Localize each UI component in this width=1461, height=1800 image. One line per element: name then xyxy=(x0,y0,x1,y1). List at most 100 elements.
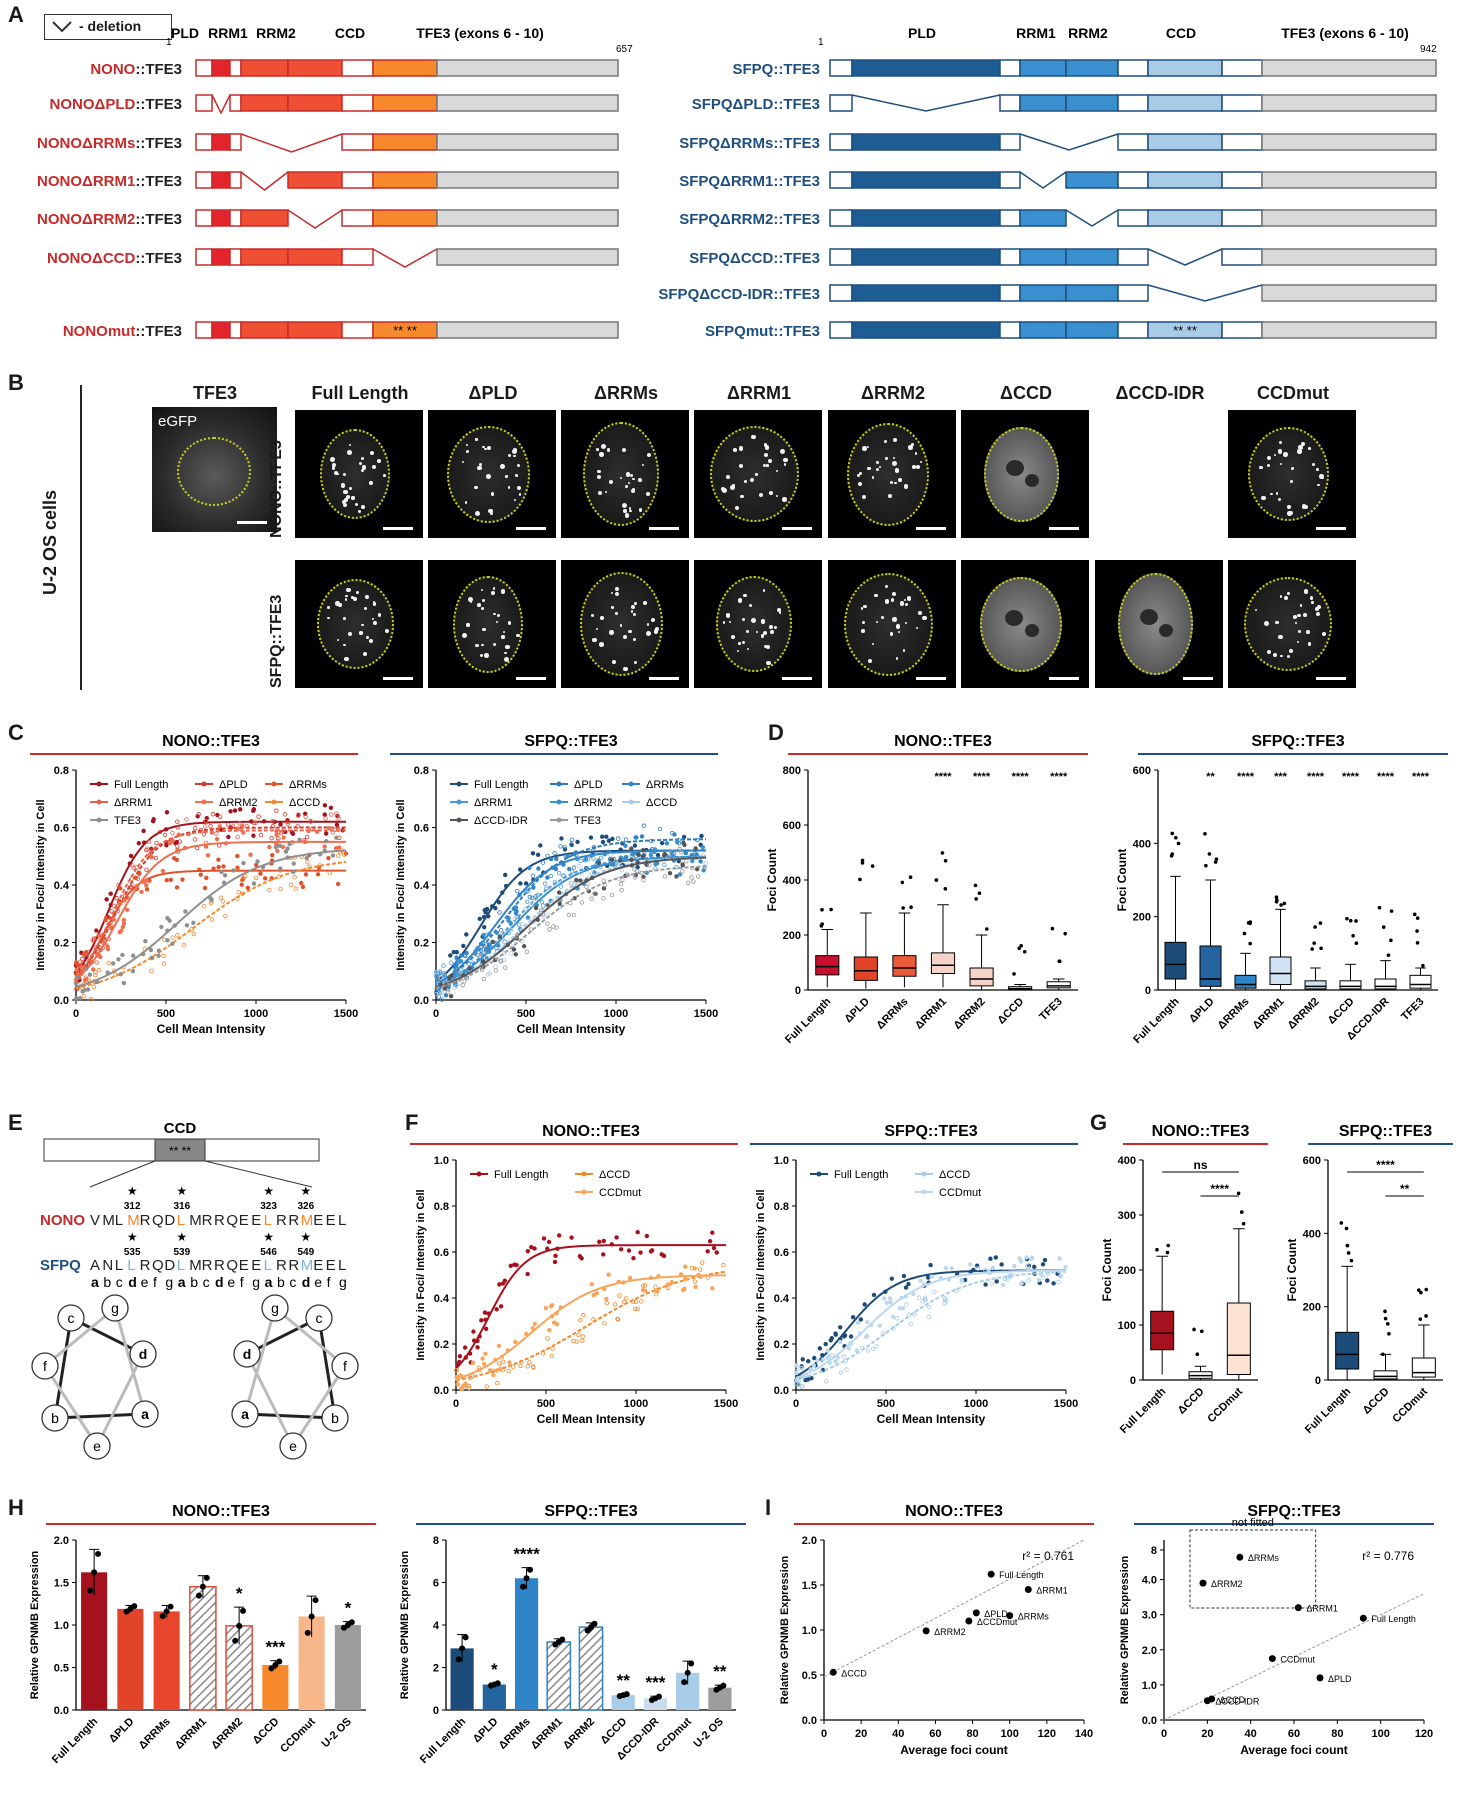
data-point xyxy=(282,812,288,817)
data-point xyxy=(443,993,449,998)
data-point xyxy=(610,836,615,842)
x-axis-label: Average foci count xyxy=(1240,1743,1348,1757)
sig-marker: * xyxy=(345,1599,352,1618)
data-point xyxy=(602,851,608,857)
sfpq-domain-header: CCD xyxy=(1166,25,1196,41)
heptad-letter: b xyxy=(190,1274,198,1290)
outlier-point xyxy=(1385,1322,1390,1326)
focus-spot xyxy=(890,598,895,602)
focus-spot xyxy=(507,621,512,626)
data-point xyxy=(499,928,504,933)
data-point xyxy=(160,868,166,874)
data-point xyxy=(799,1384,804,1390)
y-tick-label: 1.5 xyxy=(54,1578,69,1590)
data-point xyxy=(457,1354,463,1359)
x-tick-label: 1000 xyxy=(624,1398,648,1410)
data-point xyxy=(168,877,174,882)
outlier-point xyxy=(1348,918,1353,923)
data-point xyxy=(846,1346,851,1351)
data-point xyxy=(475,946,480,951)
data-point xyxy=(110,961,116,966)
data-point xyxy=(217,824,223,829)
data-point xyxy=(477,954,482,959)
data-point xyxy=(494,930,500,935)
nono-segment xyxy=(372,171,438,189)
data-point xyxy=(652,847,658,852)
data-point xyxy=(527,1360,532,1365)
sfpq-segment xyxy=(1117,209,1149,227)
x-axis-label: Cell Mean Intensity xyxy=(517,1022,626,1036)
data-point xyxy=(533,905,539,911)
focus-spot xyxy=(368,638,373,643)
replicate-point xyxy=(195,1592,202,1599)
focus-spot xyxy=(592,637,597,642)
sig-marker: **** xyxy=(1050,771,1068,783)
y-tick-label: 0 xyxy=(1315,1375,1321,1387)
sfpq-deletion-line xyxy=(1147,284,1263,302)
micrograph xyxy=(961,410,1089,538)
chart-title: NONO::TFE3 xyxy=(172,1503,270,1520)
data-point xyxy=(285,821,291,827)
data-point xyxy=(612,1302,618,1307)
nono-segment xyxy=(436,248,619,266)
focus-spot xyxy=(376,459,381,464)
outlier-point xyxy=(1345,1243,1350,1248)
data-point xyxy=(642,1283,648,1288)
heptad-letter: d xyxy=(215,1274,224,1290)
outlier-point xyxy=(1057,959,1062,963)
sfpq-segment xyxy=(1019,284,1067,302)
sfpq-segment xyxy=(829,284,853,302)
focus-spot xyxy=(599,641,605,647)
sfpq-residue: E xyxy=(313,1257,323,1274)
data-point xyxy=(97,933,102,938)
data-point xyxy=(299,880,304,886)
data-point xyxy=(796,1382,801,1387)
x-category-label: Full Length xyxy=(1118,1385,1169,1436)
nono-segment xyxy=(240,94,289,112)
heptad-letter: f xyxy=(327,1274,331,1290)
fit-curve xyxy=(435,838,707,985)
data-point xyxy=(1018,1281,1024,1286)
point-label: ΔRRM2 xyxy=(934,1627,966,1637)
focus-spot xyxy=(728,620,732,624)
y-tick-label: 2.0 xyxy=(1142,1645,1157,1657)
data-point xyxy=(116,957,121,962)
sfpq-residue: E xyxy=(251,1257,261,1274)
data-point xyxy=(547,1327,552,1333)
data-point xyxy=(462,979,467,984)
focus-spot xyxy=(630,609,634,613)
focus-spot xyxy=(466,449,470,453)
data-point xyxy=(278,822,283,827)
y-tick-label: 0.4 xyxy=(414,880,430,892)
data-point xyxy=(503,965,508,970)
focus-spot xyxy=(755,473,758,476)
data-point xyxy=(118,971,123,977)
focus-spot xyxy=(650,617,656,623)
data-point xyxy=(524,949,530,954)
focus-spot xyxy=(609,630,614,635)
data-point xyxy=(277,843,283,849)
y-tick-label: 0.4 xyxy=(434,1293,450,1305)
sfpq-residue: E xyxy=(239,1257,249,1274)
x-tick-label: 0 xyxy=(453,1398,459,1410)
micrograph xyxy=(828,560,956,688)
data-point xyxy=(906,1281,911,1287)
data-point xyxy=(205,853,211,858)
nono-residue: M xyxy=(301,1212,314,1229)
scatter-point xyxy=(829,1668,837,1676)
data-point xyxy=(601,1238,606,1244)
replicate-point xyxy=(87,1587,94,1594)
focus-spot xyxy=(604,491,607,494)
focus-spot xyxy=(914,452,918,455)
y-axis-label: Intensity in Foci/ Intensity in Cell xyxy=(395,799,407,970)
sfpq-residue: L xyxy=(127,1257,135,1274)
data-point xyxy=(903,1285,909,1290)
focus-spot xyxy=(327,606,330,609)
data-point xyxy=(542,881,548,886)
data-point xyxy=(193,825,198,831)
data-point xyxy=(218,895,224,900)
focus-spot xyxy=(766,463,770,467)
x-tick-label: 140 xyxy=(1075,1728,1093,1740)
data-point xyxy=(108,891,113,896)
focus-spot xyxy=(507,486,511,489)
